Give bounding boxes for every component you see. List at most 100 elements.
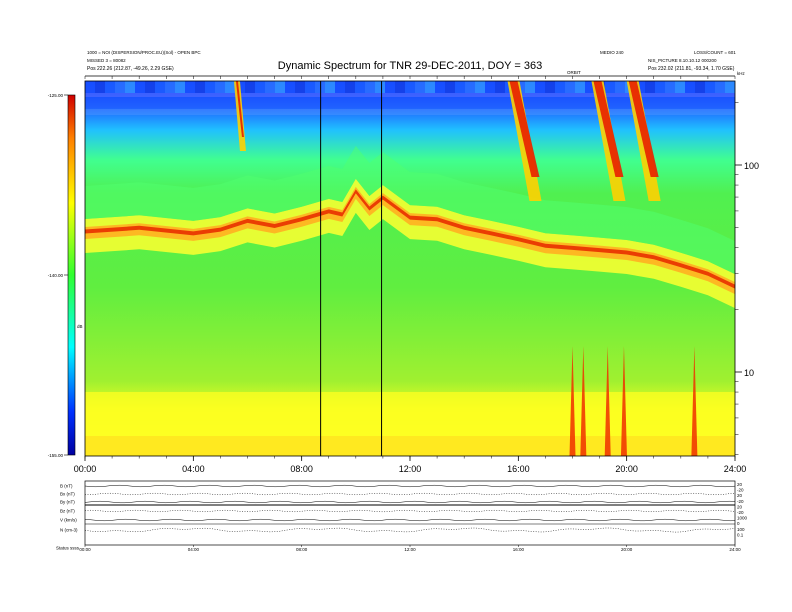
bottom-panel-right-value: 0 bbox=[737, 521, 740, 526]
bottom-panel-row-label: B (nT) bbox=[60, 484, 73, 489]
low-frequency-floor bbox=[85, 436, 735, 456]
time-axis: 00:00 04:00 08:00 12:00 16:00 20:00 24:00 bbox=[74, 456, 746, 474]
background-band bbox=[135, 81, 145, 93]
bottom-panel-trace bbox=[84, 492, 736, 496]
background-band bbox=[615, 81, 625, 93]
background-band bbox=[385, 81, 395, 93]
bottom-panel-tick-label: 16:00 bbox=[513, 547, 525, 552]
background-band bbox=[345, 81, 355, 93]
time-tick-label: 12:00 bbox=[399, 464, 422, 474]
bottom-panel: B (nT) Bx (nT) By (nT) Bz (nT) V (km/s) N (cm… bbox=[56, 480, 748, 552]
frequency-tick-label: 100 bbox=[744, 161, 759, 171]
type-iii-burst-core bbox=[593, 81, 624, 177]
background-band bbox=[535, 81, 545, 93]
bottom-panel-tick-label: 12:00 bbox=[404, 547, 416, 552]
header-left-2: MISSED 3 = 80082 bbox=[87, 58, 126, 63]
type-iii-burst-core bbox=[235, 81, 244, 137]
bottom-panel-axis: 00:00 04:00 08:00 12:00 16:00 20:00 24:00 bbox=[79, 545, 741, 552]
upper-green-region bbox=[85, 145, 735, 275]
bottom-panel-trace bbox=[84, 527, 736, 533]
bottom-panel-row-label: Bx (nT) bbox=[60, 492, 75, 497]
background-band bbox=[495, 81, 505, 93]
background-band bbox=[125, 81, 135, 93]
spectrogram bbox=[85, 81, 735, 456]
background-band bbox=[245, 81, 255, 93]
bottom-panel-right-value: 0.1 bbox=[737, 532, 744, 537]
spectrogram-layers bbox=[85, 81, 735, 456]
background-band bbox=[715, 81, 725, 93]
header-right-2: Pos 232.02 (211.81, -93.34, 1.70 GSE) bbox=[648, 66, 735, 72]
background-band bbox=[395, 81, 405, 93]
background-band bbox=[545, 81, 555, 93]
background-band bbox=[405, 81, 415, 93]
bottom-panel-right-value: 20 bbox=[737, 504, 743, 509]
bottom-panel-right-value: 20 bbox=[737, 482, 743, 487]
khz-corner-label: kHz bbox=[737, 71, 745, 76]
plasma-line-halo bbox=[85, 178, 735, 309]
background-band bbox=[85, 81, 95, 93]
background-band bbox=[355, 81, 365, 93]
background-band bbox=[685, 81, 695, 93]
low-frequency-spike bbox=[604, 346, 611, 456]
background-band bbox=[225, 81, 235, 93]
header-right-1: NIS_PICTURE 8.10.10.12 000200 bbox=[648, 58, 717, 63]
background-band bbox=[325, 81, 335, 93]
colorbar-tick-label: -125.00 bbox=[48, 93, 64, 98]
background-band bbox=[255, 81, 265, 93]
low-frequency-spike bbox=[580, 346, 587, 456]
background-band bbox=[315, 81, 325, 93]
time-tick-label: 08:00 bbox=[290, 464, 313, 474]
top-time-axis bbox=[84, 75, 736, 79]
orbit-marker-label: ORBIT bbox=[567, 70, 581, 75]
background-band bbox=[415, 81, 425, 93]
background-band bbox=[605, 81, 615, 93]
background-band bbox=[105, 81, 115, 93]
time-tick-label: 20:00 bbox=[615, 464, 638, 474]
bottom-panel-tick-label: 04:00 bbox=[188, 547, 200, 552]
bottom-panel-row-label: N (cm-3) bbox=[60, 528, 78, 533]
background-band bbox=[695, 81, 705, 93]
background-band bbox=[665, 81, 675, 93]
background-band bbox=[705, 81, 715, 93]
background-band bbox=[585, 81, 595, 93]
background-band bbox=[375, 81, 385, 93]
bottom-panel-row-label: V (km/s) bbox=[60, 518, 77, 523]
background-band bbox=[185, 81, 195, 93]
frequency-axis: 10 100 bbox=[735, 102, 759, 455]
bottom-panel-right-value: -20 bbox=[737, 510, 744, 515]
background-band bbox=[305, 81, 315, 93]
bottom-panel-rows: B (nT) Bx (nT) By (nT) Bz (nT) V (km/s) N (cm… bbox=[56, 482, 748, 551]
background-band bbox=[485, 81, 495, 93]
bottom-panel-row-label: Status ssss bbox=[56, 546, 80, 551]
colorbar-tick-label: -155.00 bbox=[48, 453, 64, 458]
bottom-panel-tick-label: 08:00 bbox=[296, 547, 308, 552]
vertical-markers bbox=[320, 81, 383, 456]
colorbar-axis: -125.00 -140.00 -155.00 bbox=[48, 93, 68, 458]
background-band bbox=[95, 81, 105, 93]
background-band bbox=[365, 81, 375, 93]
bottom-panel-tick-label: 20:00 bbox=[621, 547, 633, 552]
background-band bbox=[565, 81, 575, 93]
type-iii-burst-core bbox=[628, 81, 659, 177]
background-band bbox=[155, 81, 165, 93]
bottom-panel-trace bbox=[84, 509, 736, 513]
bottom-panel-right-value: 100 bbox=[737, 527, 745, 532]
background-band bbox=[195, 81, 205, 93]
background-band bbox=[435, 81, 445, 93]
colorbar-label: dB bbox=[77, 324, 83, 329]
background-band bbox=[215, 81, 225, 93]
background-band bbox=[145, 81, 155, 93]
background-band bbox=[445, 81, 455, 93]
bottom-panel-trace bbox=[84, 518, 736, 522]
header-right-top2: LOSS/COUNT = 601 bbox=[694, 50, 736, 55]
background-band bbox=[425, 81, 435, 93]
bottom-panel-right-value: -20 bbox=[737, 499, 744, 504]
background-band bbox=[275, 81, 285, 93]
background-band bbox=[575, 81, 585, 93]
colorbar-tick-label: -140.00 bbox=[48, 273, 64, 278]
header-left-1: 1000 = NOI (DISPERSION/PROC.EU)(Sol) - O… bbox=[87, 50, 201, 55]
low-frequency-spike bbox=[569, 346, 576, 456]
bottom-panel-right-value: -20 bbox=[737, 488, 744, 493]
background-band bbox=[295, 81, 305, 93]
